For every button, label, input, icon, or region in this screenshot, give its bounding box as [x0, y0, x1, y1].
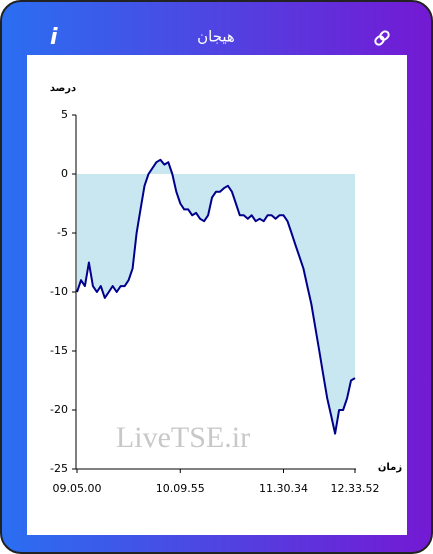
y-tick-label: -15 [50, 344, 68, 357]
x-tick-label: 09.05.00 [53, 482, 102, 495]
y-tick-label: 0 [61, 167, 68, 180]
link-button[interactable] [374, 30, 390, 46]
x-axis-label: زمان [378, 462, 402, 473]
y-tick-label: -25 [50, 462, 68, 475]
x-tick-label: 11.30.34 [259, 482, 308, 495]
x-tick-label: 10.09.55 [156, 482, 205, 495]
plot: -25 -20 -15 -10 -5 0 5 09.05.00 10.09.55 11.30.34… [50, 108, 379, 495]
header-title: هیجان [197, 28, 235, 46]
area-fill [77, 159, 355, 434]
x-tick-label: 12.33.52 [331, 482, 380, 495]
watermark: LiveTSE.ir [116, 421, 250, 454]
series-line [76, 158, 356, 435]
y-tick-label: -10 [50, 285, 68, 298]
info-button[interactable]: i [50, 25, 58, 50]
y-tick-label: -5 [57, 226, 68, 239]
y-tick-label: 5 [61, 108, 68, 121]
y-tick-label: -20 [50, 403, 68, 416]
y-axis-label: درصد [50, 83, 76, 94]
